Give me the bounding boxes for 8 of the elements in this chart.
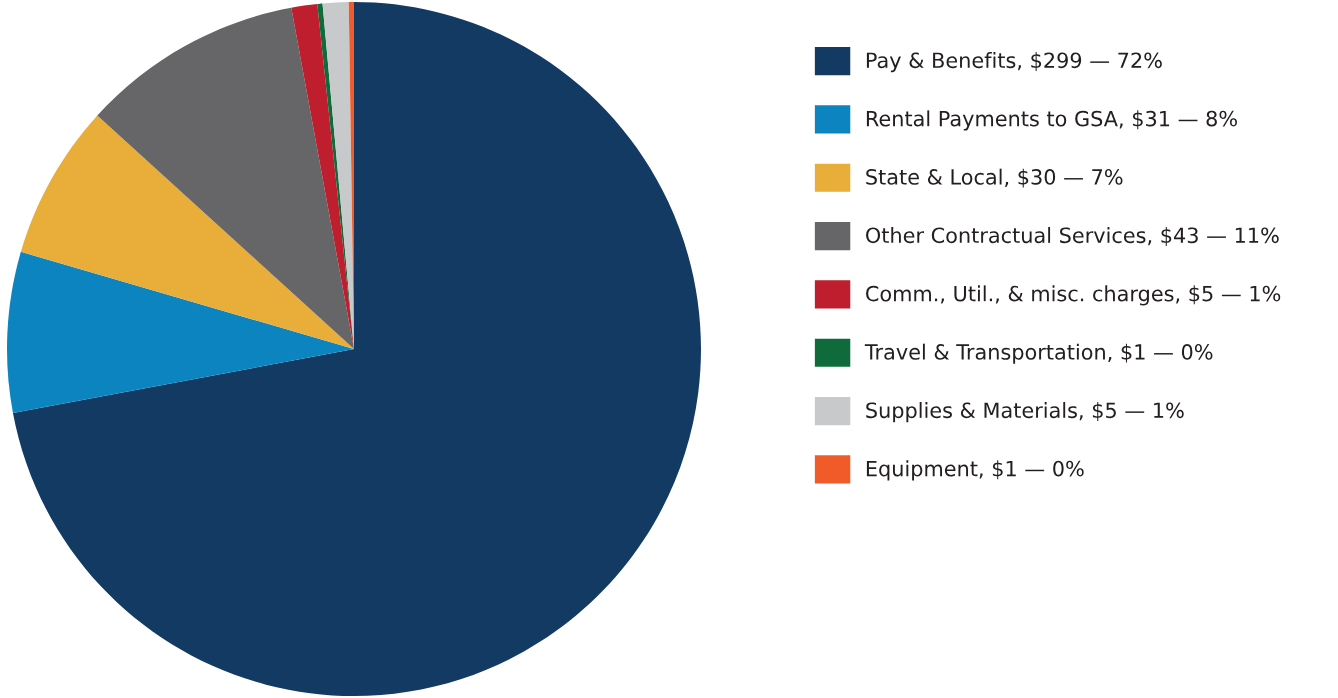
legend-label: Rental Payments to GSA, $31 — 8% bbox=[866, 110, 1237, 131]
legend-label: Supplies & Materials, $5 — 1% bbox=[866, 402, 1184, 423]
legend-label: Equipment, $1 — 0% bbox=[866, 460, 1084, 481]
legend-label: Comm., Util., & misc. charges, $5 — 1% bbox=[866, 285, 1281, 306]
legend-label: Pay & Benefits, $299 — 72% bbox=[866, 52, 1162, 73]
legend-label: Other Contractual Services, $43 — 11% bbox=[866, 227, 1279, 246]
legend-label: Travel & Transportation, $1 — 0% bbox=[864, 343, 1213, 364]
legend-label: State & Local, $30 — 7% bbox=[866, 168, 1123, 188]
